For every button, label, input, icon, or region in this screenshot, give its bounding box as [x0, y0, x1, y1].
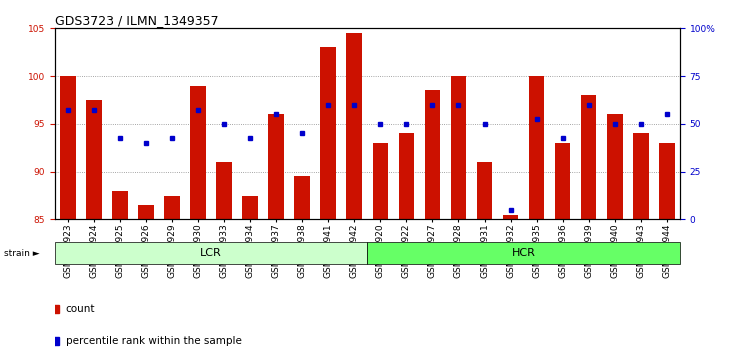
- Bar: [659, 143, 675, 219]
- Text: count: count: [66, 304, 95, 314]
- Text: strain ►: strain ►: [4, 249, 39, 258]
- Bar: [581, 95, 596, 219]
- Bar: [503, 215, 518, 219]
- Bar: [450, 76, 466, 219]
- Text: LCR: LCR: [200, 248, 222, 258]
- Bar: [164, 195, 180, 219]
- Bar: [633, 133, 648, 219]
- Bar: [55, 242, 367, 264]
- Text: percentile rank within the sample: percentile rank within the sample: [66, 336, 242, 346]
- Bar: [242, 195, 258, 219]
- Text: HCR: HCR: [512, 248, 536, 258]
- Bar: [86, 100, 102, 219]
- Bar: [373, 143, 388, 219]
- Bar: [216, 162, 232, 219]
- Bar: [295, 177, 310, 219]
- Bar: [320, 47, 336, 219]
- Bar: [398, 133, 414, 219]
- Bar: [268, 114, 284, 219]
- Bar: [529, 76, 545, 219]
- Bar: [477, 162, 492, 219]
- Bar: [60, 76, 75, 219]
- Bar: [367, 242, 680, 264]
- Bar: [112, 191, 128, 219]
- Text: GDS3723 / ILMN_1349357: GDS3723 / ILMN_1349357: [55, 14, 219, 27]
- Bar: [555, 143, 570, 219]
- Bar: [607, 114, 623, 219]
- Bar: [190, 86, 206, 219]
- Bar: [346, 33, 362, 219]
- Bar: [425, 91, 440, 219]
- Bar: [138, 205, 154, 219]
